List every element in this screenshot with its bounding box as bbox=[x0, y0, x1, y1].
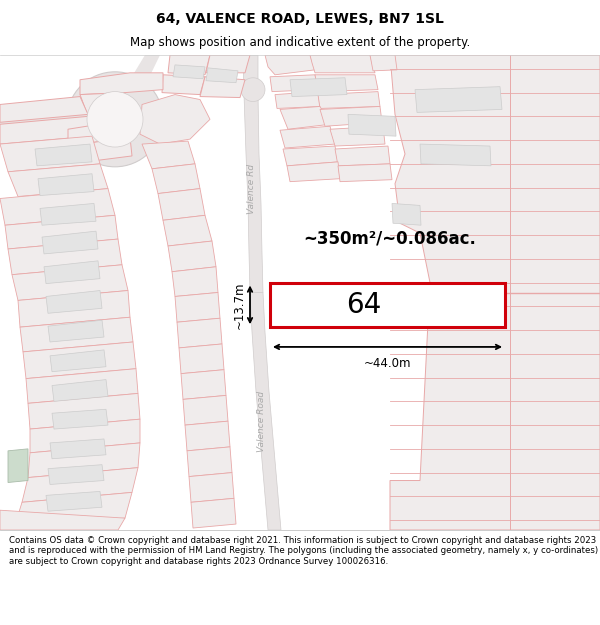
Polygon shape bbox=[28, 394, 140, 429]
Polygon shape bbox=[80, 72, 163, 94]
Polygon shape bbox=[320, 106, 382, 126]
Polygon shape bbox=[152, 164, 200, 194]
Polygon shape bbox=[30, 419, 140, 452]
Polygon shape bbox=[20, 318, 133, 352]
Polygon shape bbox=[270, 75, 318, 92]
Polygon shape bbox=[415, 87, 502, 112]
Text: ~350m²/~0.086ac.: ~350m²/~0.086ac. bbox=[304, 229, 476, 247]
Polygon shape bbox=[140, 94, 210, 144]
Polygon shape bbox=[318, 92, 380, 109]
Polygon shape bbox=[287, 162, 340, 182]
Polygon shape bbox=[250, 292, 281, 530]
Polygon shape bbox=[290, 78, 347, 96]
Polygon shape bbox=[40, 204, 96, 225]
Polygon shape bbox=[283, 146, 338, 166]
Polygon shape bbox=[191, 498, 236, 528]
Polygon shape bbox=[175, 292, 220, 322]
Polygon shape bbox=[172, 267, 218, 296]
Polygon shape bbox=[50, 350, 106, 372]
Polygon shape bbox=[42, 231, 98, 254]
Polygon shape bbox=[68, 119, 130, 146]
Polygon shape bbox=[0, 116, 92, 144]
Polygon shape bbox=[280, 106, 330, 129]
Polygon shape bbox=[179, 344, 224, 374]
Polygon shape bbox=[348, 114, 396, 136]
Polygon shape bbox=[168, 55, 210, 75]
Polygon shape bbox=[44, 261, 100, 284]
Polygon shape bbox=[265, 55, 315, 75]
Circle shape bbox=[87, 92, 143, 147]
Polygon shape bbox=[5, 215, 118, 249]
Polygon shape bbox=[50, 439, 106, 459]
Polygon shape bbox=[420, 144, 491, 166]
Bar bbox=[270, 282, 505, 327]
Polygon shape bbox=[200, 77, 245, 98]
Polygon shape bbox=[15, 492, 132, 525]
Polygon shape bbox=[275, 92, 320, 109]
Polygon shape bbox=[330, 126, 385, 146]
Polygon shape bbox=[48, 465, 104, 484]
Text: 64, VALENCE ROAD, LEWES, BN7 1SL: 64, VALENCE ROAD, LEWES, BN7 1SL bbox=[156, 12, 444, 26]
Polygon shape bbox=[0, 109, 70, 126]
Polygon shape bbox=[183, 396, 228, 425]
Polygon shape bbox=[338, 164, 392, 182]
Circle shape bbox=[241, 78, 265, 101]
Polygon shape bbox=[0, 189, 115, 225]
Polygon shape bbox=[8, 239, 122, 275]
Polygon shape bbox=[48, 320, 104, 342]
Polygon shape bbox=[162, 75, 205, 94]
Polygon shape bbox=[206, 68, 238, 82]
Polygon shape bbox=[12, 265, 128, 301]
Polygon shape bbox=[8, 449, 28, 482]
Polygon shape bbox=[181, 369, 226, 399]
Polygon shape bbox=[187, 447, 232, 476]
Polygon shape bbox=[35, 144, 92, 166]
Text: Contains OS data © Crown copyright and database right 2021. This information is : Contains OS data © Crown copyright and d… bbox=[9, 536, 598, 566]
Polygon shape bbox=[163, 215, 212, 246]
Polygon shape bbox=[0, 136, 100, 172]
Polygon shape bbox=[173, 65, 205, 79]
Polygon shape bbox=[392, 204, 421, 225]
Polygon shape bbox=[80, 92, 130, 116]
Polygon shape bbox=[130, 55, 160, 80]
Polygon shape bbox=[52, 379, 108, 401]
Polygon shape bbox=[68, 137, 132, 164]
Polygon shape bbox=[158, 189, 205, 220]
Polygon shape bbox=[206, 55, 250, 72]
Polygon shape bbox=[310, 55, 375, 72]
Polygon shape bbox=[177, 318, 222, 348]
Text: Map shows position and indicative extent of the property.: Map shows position and indicative extent… bbox=[130, 36, 470, 49]
Polygon shape bbox=[0, 510, 125, 530]
Polygon shape bbox=[8, 164, 108, 196]
Text: Valence Rd: Valence Rd bbox=[248, 164, 257, 214]
Polygon shape bbox=[38, 174, 94, 196]
Text: ~44.0m: ~44.0m bbox=[364, 357, 411, 370]
Polygon shape bbox=[23, 342, 136, 379]
Text: 64: 64 bbox=[346, 291, 382, 319]
Polygon shape bbox=[22, 468, 138, 502]
Polygon shape bbox=[46, 291, 102, 313]
Polygon shape bbox=[185, 421, 230, 451]
Polygon shape bbox=[390, 55, 600, 530]
Polygon shape bbox=[26, 369, 138, 403]
Polygon shape bbox=[243, 55, 263, 292]
Text: ~13.7m: ~13.7m bbox=[233, 281, 246, 329]
Polygon shape bbox=[315, 75, 378, 92]
Polygon shape bbox=[189, 472, 234, 502]
Polygon shape bbox=[46, 491, 102, 511]
Polygon shape bbox=[18, 291, 130, 327]
Polygon shape bbox=[0, 96, 88, 122]
Polygon shape bbox=[280, 126, 335, 148]
Polygon shape bbox=[142, 141, 195, 169]
Polygon shape bbox=[28, 443, 140, 478]
Polygon shape bbox=[335, 146, 390, 166]
Text: Valence Road: Valence Road bbox=[257, 391, 266, 452]
Circle shape bbox=[67, 72, 163, 167]
Polygon shape bbox=[370, 55, 397, 71]
Polygon shape bbox=[168, 241, 216, 272]
Polygon shape bbox=[52, 409, 108, 429]
